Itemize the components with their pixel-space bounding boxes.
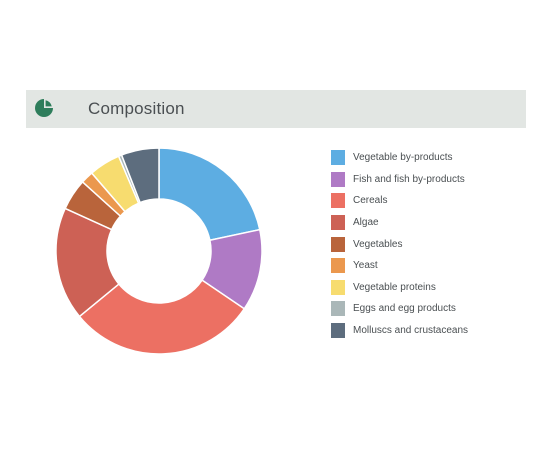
legend-label: Fish and fish by-products: [353, 173, 465, 185]
legend-swatch: [331, 215, 345, 231]
legend-item-vegetable-by-products[interactable]: Vegetable by-products: [331, 147, 541, 169]
legend-item-molluscs-and-crustaceans[interactable]: Molluscs and crustaceans: [331, 320, 541, 342]
legend-label: Eggs and egg products: [353, 303, 456, 315]
legend-label: Cereals: [353, 195, 388, 207]
legend-item-algae[interactable]: Algae: [331, 212, 541, 234]
legend-item-fish-and-fish-by-products[interactable]: Fish and fish by-products: [331, 169, 541, 191]
legend-swatch: [331, 323, 345, 339]
chart-legend: Vegetable by-products Fish and fish by-pr…: [331, 147, 541, 341]
legend-swatch: [331, 236, 345, 252]
legend-swatch: [331, 301, 345, 317]
legend-label: Vegetables: [353, 238, 403, 250]
legend-swatch: [331, 150, 345, 166]
legend-swatch: [331, 193, 345, 209]
legend-item-yeast[interactable]: Yeast: [331, 255, 541, 277]
legend-swatch: [331, 279, 345, 295]
legend-item-vegetables[interactable]: Vegetables: [331, 233, 541, 255]
legend-label: Molluscs and crustaceans: [353, 325, 469, 337]
legend-label: Vegetable by-products: [353, 152, 453, 164]
legend-label: Vegetable proteins: [353, 281, 436, 293]
legend-label: Yeast: [353, 260, 378, 272]
slice-cereals[interactable]: [78, 279, 246, 355]
pie-chart-icon: [35, 98, 54, 117]
legend-swatch: [331, 171, 345, 187]
legend-label: Algae: [353, 217, 379, 229]
legend-item-vegetable-proteins[interactable]: Vegetable proteins: [331, 277, 541, 299]
slice-molluscs-and-crustaceans[interactable]: [120, 147, 160, 204]
legend-item-cereals[interactable]: Cereals: [331, 190, 541, 212]
legend-item-eggs-and-egg-products[interactable]: Eggs and egg products: [331, 298, 541, 320]
composition-donut-chart: [55, 147, 263, 355]
legend-swatch: [331, 258, 345, 274]
section-header: Composition: [26, 90, 526, 128]
slice-vegetable-by-products[interactable]: [158, 147, 261, 242]
section-title: Composition: [88, 99, 185, 118]
